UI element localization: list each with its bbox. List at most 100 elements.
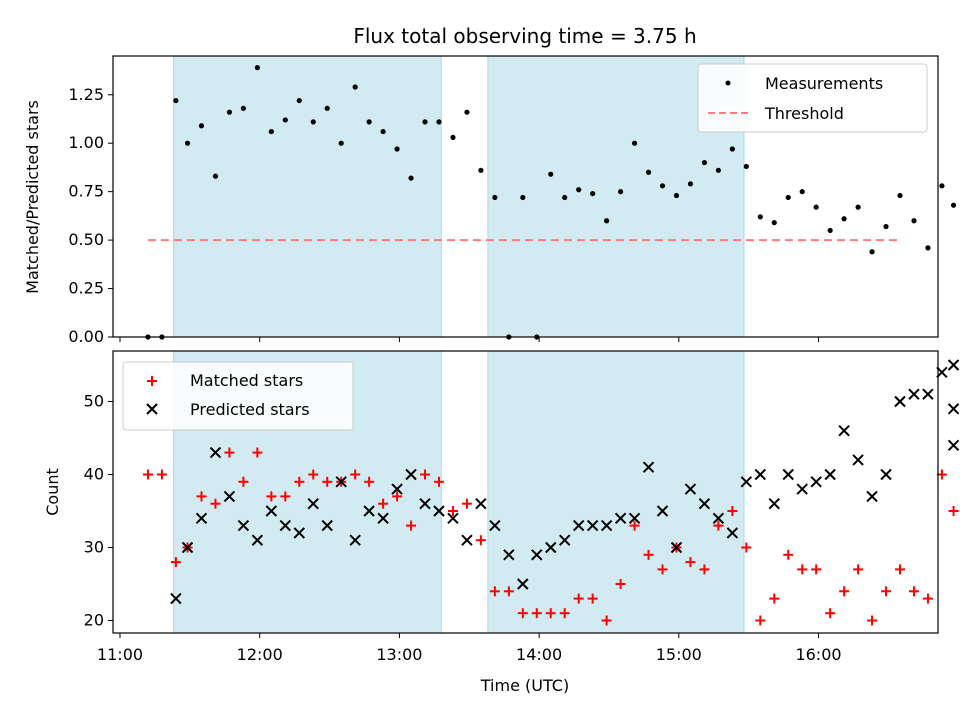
top-axes-frame [112, 55, 939, 338]
predicted-star-point [279, 519, 292, 532]
predicted-star-point [684, 483, 697, 495]
legend-predicted-label: Predicted stars [190, 400, 310, 419]
matched-star-point [825, 608, 836, 619]
bottom-x-tick-label: 11:00 [97, 645, 143, 664]
predicted-star-point [852, 454, 864, 466]
measurement-point [897, 192, 903, 199]
predicted-star-point [209, 446, 222, 459]
measurement-point [324, 105, 330, 111]
measurement-point [226, 109, 233, 115]
matched-star-point [545, 608, 556, 619]
matched-star-point [252, 447, 263, 458]
top-y-tick-label: 0.25 [68, 279, 104, 298]
matched-star-point [531, 608, 542, 619]
predicted-star-point [545, 541, 557, 554]
matched-star-point [853, 564, 864, 575]
predicted-star-point [405, 468, 417, 481]
measurement-point [729, 146, 735, 152]
measurement-point [380, 128, 386, 135]
predicted-star-point [572, 519, 585, 532]
measurement-point [352, 84, 358, 90]
top-y-tick-label: 0.00 [68, 327, 104, 346]
measurement-point [604, 218, 610, 224]
matched-star-point [322, 476, 333, 487]
matched-star-point [783, 549, 794, 560]
bottom-legend: Matched stars Predicted stars [122, 361, 354, 431]
matched-star-point [643, 549, 654, 560]
bottom-shaded-interval [487, 350, 745, 634]
measurement-point [590, 190, 596, 197]
bottom-x-ticks: 11:00 12:00 13:00 14:00 15:00 16:00 [97, 633, 842, 664]
predicted-star-point [754, 468, 767, 481]
predicted-star-point [447, 512, 459, 525]
measurement-point [939, 183, 945, 189]
matched-star-point [587, 593, 598, 604]
measurement-point [673, 192, 680, 199]
predicted-star-point [377, 512, 389, 525]
measurement-point [743, 163, 749, 170]
predicted-star-point [559, 534, 571, 546]
measurement-point [911, 218, 917, 224]
measurement-point [548, 171, 554, 177]
matched-star-point [755, 615, 766, 626]
matched-star-point [420, 469, 431, 480]
bottom-x-tick-label: 16:00 [795, 645, 841, 664]
measurement-point [338, 140, 344, 146]
matched-star-point [350, 469, 361, 480]
predicted-star-point [517, 578, 529, 590]
bottom-matched-points [142, 447, 959, 626]
measurement-point [827, 227, 833, 234]
measurement-point [366, 119, 372, 125]
predicted-star-point [698, 497, 711, 510]
predicted-star-point [419, 497, 431, 510]
predicted-star-point [293, 527, 305, 539]
measurement-point [450, 134, 456, 140]
measurement-point [925, 245, 931, 251]
bottom-y-axis-label: Count [43, 468, 62, 516]
measurement-point [296, 97, 302, 104]
measurement-point [240, 105, 247, 111]
legend-matched-label: Matched stars [190, 371, 303, 390]
predicted-star-point [195, 512, 208, 525]
matched-star-point [503, 586, 514, 597]
measurement-point [687, 181, 694, 187]
bottom-y-tick-label: 30 [84, 538, 104, 557]
matched-star-point [142, 469, 153, 480]
measurement-point [855, 204, 861, 210]
predicted-star-point [363, 505, 375, 517]
matched-star-point [461, 498, 472, 509]
chart-title: Flux total observing time = 3.75 h [353, 24, 696, 48]
bottom-axes-frame [112, 350, 939, 634]
predicted-star-point [307, 497, 319, 510]
measurement-point [841, 216, 847, 222]
legend-predicted-marker [146, 403, 158, 415]
measurement-point [492, 194, 498, 201]
predicted-star-point [251, 534, 264, 546]
predicted-star-point [947, 439, 960, 452]
legend-measurements-marker [725, 80, 731, 86]
bottom-x-tick-label: 13:00 [376, 645, 422, 664]
top-panel: 0.00 0.25 0.50 0.75 1.00 1.25 Matched/Predict… [23, 55, 957, 346]
top-y-ticks: 0.00 0.25 0.50 0.75 1.00 1.25 [68, 85, 113, 346]
predicted-star-point [947, 359, 960, 371]
measurement-point [883, 223, 889, 230]
predicted-star-point [824, 468, 836, 481]
measurement-point [394, 146, 400, 152]
measurement-point [771, 220, 777, 226]
predicted-star-point [181, 541, 194, 554]
matched-star-point [280, 491, 291, 502]
bottom-x-tick-label: 12:00 [237, 645, 283, 664]
matched-star-point [559, 608, 570, 619]
bottom-x-tick-label: 14:00 [516, 645, 562, 664]
bottom-y-ticks: 20 30 40 50 [84, 392, 113, 630]
predicted-star-point [810, 476, 822, 488]
bottom-predicted-points [170, 359, 960, 605]
matched-star-point [908, 586, 919, 597]
matched-star-point [447, 506, 458, 516]
measurement-point [785, 194, 791, 201]
predicted-star-point [768, 497, 780, 510]
matched-star-point [615, 579, 626, 589]
measurement-point [198, 123, 205, 129]
measurement-point [254, 65, 260, 71]
matched-star-point [266, 491, 277, 502]
